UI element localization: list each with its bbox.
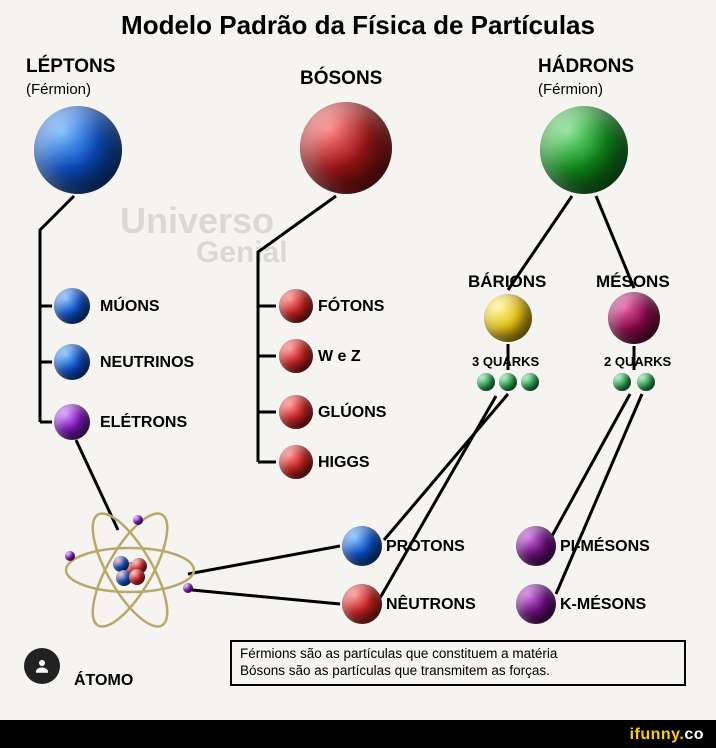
atom-label: ÁTOMO — [74, 672, 133, 690]
hadron-output-sphere-1 — [342, 584, 382, 624]
hadron-output-sphere-2 — [516, 526, 556, 566]
lepton-item-sphere-1 — [54, 344, 90, 380]
lepton-item-sphere-0 — [54, 288, 90, 324]
footer-bar: ifunny.co — [0, 720, 716, 748]
quarks-to-protons — [384, 394, 508, 540]
quark-dot-0 — [477, 373, 495, 391]
bosons-title: BÓSONS — [300, 68, 382, 90]
nucleon-4 — [129, 569, 145, 585]
barions-quark-label: 3 QUARKS — [472, 354, 539, 369]
hadron-output-sphere-0 — [342, 526, 382, 566]
lepton-item-label-1: NEUTRINOS — [100, 354, 194, 372]
boson-item-sphere-2 — [279, 395, 313, 429]
leptons-sphere — [34, 106, 122, 194]
mquarks-to-k — [556, 394, 642, 594]
footer-brand-left: ifunny. — [630, 726, 685, 743]
quarks-to-neutrons — [380, 396, 496, 598]
orbit-electron-1 — [183, 583, 193, 593]
barions-label: BÁRIONS — [468, 272, 546, 292]
caption-line2: Bósons são as partículas que transmitem … — [240, 663, 676, 680]
neutron-to-atom — [192, 590, 340, 604]
hadrons-sphere — [540, 106, 628, 194]
hadron-output-sphere-3 — [516, 584, 556, 624]
hadron-output-label-3: K-MÉSONS — [560, 596, 646, 614]
boson-item-label-2: GLÚONS — [318, 404, 386, 422]
boson-item-sphere-3 — [279, 445, 313, 479]
boson-item-label-1: W e Z — [318, 348, 361, 366]
quark-dot-3 — [613, 373, 631, 391]
orbit-electron-0 — [65, 551, 75, 561]
mesons-quark-label: 2 QUARKS — [604, 354, 671, 369]
quark-dot-2 — [521, 373, 539, 391]
caption-box: Férmions são as partículas que constitue… — [230, 640, 686, 686]
leptons-title: LÉPTONS (Férmion) — [26, 56, 115, 100]
footer-brand: ifunny.co — [630, 726, 704, 744]
hadrons-title-text: HÁDRONS — [538, 56, 634, 77]
hadrons-subtitle: (Férmion) — [538, 81, 603, 98]
mesons-label: MÉSONS — [596, 272, 670, 292]
caption-line1: Férmions são as partículas que constitue… — [240, 646, 676, 663]
hadron-output-label-0: PRÓTONS — [386, 538, 465, 556]
proton-to-atom — [188, 546, 340, 574]
leptons-subtitle: (Férmion) — [26, 81, 91, 98]
boson-item-sphere-1 — [279, 339, 313, 373]
boson-item-sphere-0 — [279, 289, 313, 323]
boson-item-label-3: HIGGS — [318, 454, 370, 472]
quark-dot-1 — [499, 373, 517, 391]
bosons-sphere — [300, 102, 392, 194]
boson-item-label-0: FÓTONS — [318, 298, 384, 316]
orbit-electron-2 — [133, 515, 143, 525]
leptons-title-text: LÉPTONS — [26, 56, 115, 77]
lepton-item-sphere-2 — [54, 404, 90, 440]
hadrons-title: HÁDRONS (Férmion) — [538, 56, 634, 100]
mesons-sphere — [608, 292, 660, 344]
lepton-item-label-0: MÚONS — [100, 298, 160, 316]
hadron-output-label-2: PI-MÉSONS — [560, 538, 650, 556]
footer-brand-right: co — [684, 726, 704, 743]
hadron-output-label-1: NÊUTRONS — [386, 596, 476, 614]
lepton-item-label-2: ELÉTRONS — [100, 414, 187, 432]
barions-sphere — [484, 294, 532, 342]
quark-dot-4 — [637, 373, 655, 391]
user-avatar-icon — [24, 648, 60, 684]
infographic-page: Universo Genial Modelo Padrão da Física … — [0, 0, 716, 748]
